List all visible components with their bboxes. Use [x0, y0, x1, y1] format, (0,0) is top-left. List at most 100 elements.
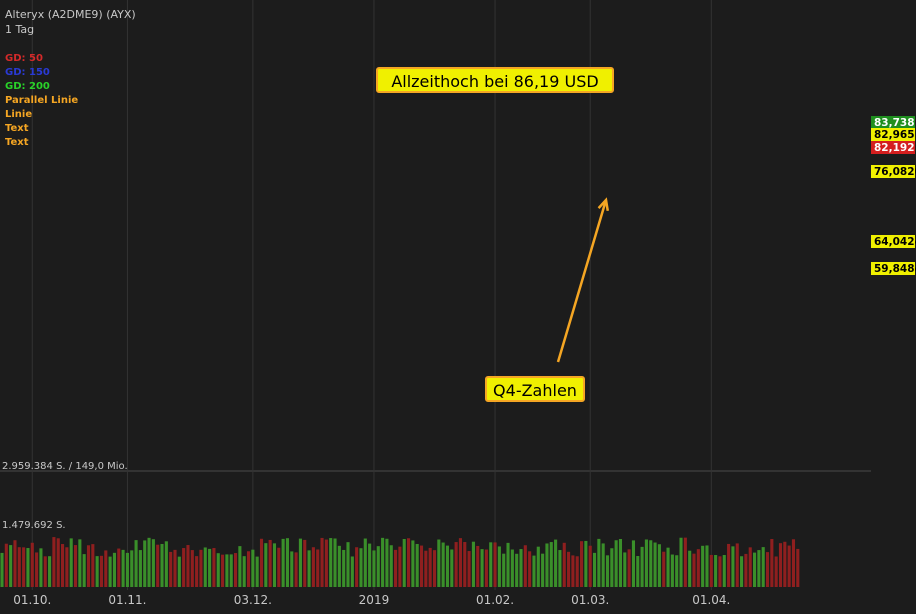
volume-bar — [631, 540, 635, 587]
x-tick-label: 01.10. — [13, 593, 51, 607]
price-badge-label: 76,0820 — [874, 166, 916, 178]
volume-bar — [199, 549, 203, 587]
volume-bar — [683, 537, 687, 587]
volume-bar — [666, 547, 670, 587]
volume-bar — [121, 549, 125, 587]
volume-bar — [26, 548, 30, 587]
volume-bar — [735, 543, 739, 587]
volume-bar — [580, 541, 584, 587]
volume-bar — [48, 556, 52, 587]
volume-bar — [147, 537, 151, 587]
legend-item-parallel-line[interactable]: Parallel Linie — [5, 95, 79, 106]
volume-bar — [515, 553, 519, 587]
volume-bar — [212, 548, 216, 587]
volume-bar — [623, 552, 627, 587]
volume-bar — [337, 545, 341, 587]
x-tick-label: 01.11. — [108, 593, 146, 607]
volume-bar — [95, 556, 99, 587]
volume-bar — [130, 550, 134, 587]
volume-bar — [558, 550, 562, 587]
volume-bar — [316, 549, 320, 587]
price-badge — [871, 262, 915, 275]
volume-bar — [688, 550, 692, 587]
x-tick-label: 01.02. — [476, 593, 514, 607]
volume-bar — [480, 549, 484, 587]
volume-bar — [419, 545, 424, 587]
volume-bar — [605, 555, 610, 587]
volume-bar — [333, 538, 337, 587]
volume-bar — [290, 551, 294, 587]
volume-bar — [597, 538, 601, 587]
volume-bar — [450, 549, 454, 587]
legend-item-ma150[interactable]: GD: 150 — [5, 67, 50, 78]
volume-bar — [471, 541, 475, 587]
volume-bar — [662, 551, 666, 587]
legend-item-ma200[interactable]: GD: 200 — [5, 81, 50, 92]
volume-bar — [221, 554, 225, 587]
legend-item-line[interactable]: Linie — [5, 109, 33, 120]
volume-bar — [696, 549, 700, 587]
volume-bar — [268, 539, 272, 587]
volume-bar — [541, 553, 545, 587]
volume-bar — [618, 539, 623, 587]
volume-bar — [740, 556, 744, 587]
volume-bar — [0, 552, 4, 587]
volume-bar — [770, 539, 774, 587]
volume-bar — [549, 542, 553, 587]
price-badge-label: 83,738 — [874, 117, 915, 129]
price-badge — [871, 235, 915, 248]
legend-item-text-2[interactable]: Text — [5, 137, 29, 148]
volume-bar — [571, 555, 575, 587]
volume-bar — [112, 552, 116, 587]
volume-bar — [640, 546, 644, 587]
volume-bar — [234, 553, 238, 587]
legend-item-ma50[interactable]: GD: 50 — [5, 53, 43, 64]
ath-annotation-box — [376, 67, 614, 93]
volume-bar — [372, 550, 376, 587]
volume-bar — [497, 546, 501, 587]
volume-bar — [506, 542, 510, 587]
q4-arrow — [556, 197, 610, 363]
volume-bar — [614, 540, 618, 587]
volume-bar — [78, 539, 82, 587]
volume-bar — [69, 538, 73, 587]
volume-bar — [359, 548, 363, 587]
volume-bar — [778, 543, 783, 587]
volume-bar — [679, 537, 683, 587]
volume-bar — [748, 547, 752, 587]
chart-title: Alteryx (A2DME9) (AYX) — [5, 8, 136, 21]
volume-bar — [229, 554, 233, 587]
volume-bar — [411, 540, 415, 587]
volume-bar — [424, 550, 428, 587]
volume-bar — [610, 548, 614, 587]
volume-bar — [554, 539, 558, 587]
volume-bar — [787, 545, 791, 587]
volume-bar — [463, 542, 467, 587]
volume-bar — [532, 555, 536, 587]
volume-bar — [653, 542, 657, 587]
volume-bar — [342, 549, 346, 587]
volume-bar — [9, 545, 13, 587]
volume-bar — [173, 549, 177, 587]
volume-bar — [355, 547, 359, 587]
volume-bar — [428, 547, 432, 587]
volume-bar — [636, 556, 640, 587]
volume-bar — [649, 540, 653, 587]
volume-bar — [4, 543, 8, 587]
volume-bar — [368, 543, 372, 587]
volume-bar — [441, 542, 445, 587]
volume-bar — [744, 553, 748, 587]
volume-bar — [709, 554, 713, 587]
volume-bar — [545, 543, 549, 587]
volume-bar — [350, 556, 354, 587]
volume-bar — [52, 537, 56, 587]
volume-bar — [791, 539, 796, 587]
volume-bar — [177, 556, 181, 587]
volume-bar — [104, 550, 108, 587]
volume-bar — [467, 551, 471, 587]
volume-bar — [246, 551, 251, 587]
legend-item-text[interactable]: Text — [5, 123, 29, 134]
